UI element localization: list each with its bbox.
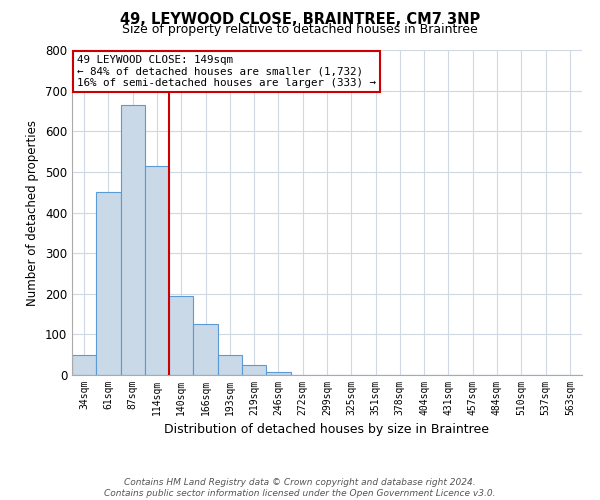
- Text: 49 LEYWOOD CLOSE: 149sqm
← 84% of detached houses are smaller (1,732)
16% of sem: 49 LEYWOOD CLOSE: 149sqm ← 84% of detach…: [77, 55, 376, 88]
- Text: Size of property relative to detached houses in Braintree: Size of property relative to detached ho…: [122, 22, 478, 36]
- X-axis label: Distribution of detached houses by size in Braintree: Distribution of detached houses by size …: [164, 424, 490, 436]
- Bar: [121, 105, 145, 375]
- Text: Contains HM Land Registry data © Crown copyright and database right 2024.
Contai: Contains HM Land Registry data © Crown c…: [104, 478, 496, 498]
- Bar: [193, 324, 218, 375]
- Bar: [266, 372, 290, 375]
- Y-axis label: Number of detached properties: Number of detached properties: [26, 120, 40, 306]
- Bar: [96, 192, 121, 375]
- Text: 49, LEYWOOD CLOSE, BRAINTREE, CM7 3NP: 49, LEYWOOD CLOSE, BRAINTREE, CM7 3NP: [120, 12, 480, 28]
- Bar: [169, 296, 193, 375]
- Bar: [242, 365, 266, 375]
- Bar: [218, 354, 242, 375]
- Bar: [145, 166, 169, 375]
- Bar: [72, 354, 96, 375]
